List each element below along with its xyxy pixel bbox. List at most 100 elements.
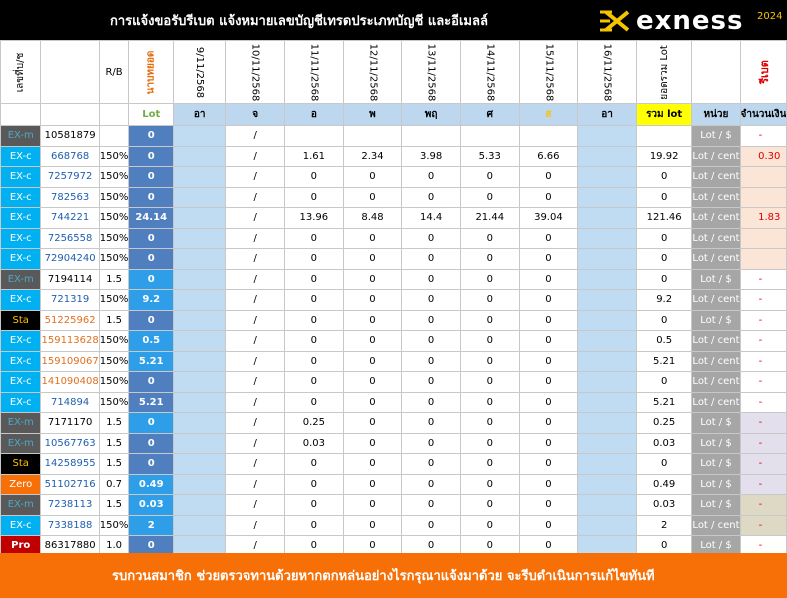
header-date-2: 11/11/2568 (284, 40, 344, 104)
total-lot: 5.21 (635, 350, 693, 372)
day-sun (173, 330, 227, 352)
day-value: 0 (459, 412, 520, 434)
amount: - (739, 412, 787, 434)
account-type: EX-c (0, 166, 42, 188)
total-lot: 0 (635, 268, 693, 290)
amount (739, 227, 787, 249)
header-date-label: 14/11/2568 (484, 43, 496, 101)
subheader-lot: Lot (128, 103, 175, 126)
day-value: 0 (401, 432, 461, 454)
day-sun (173, 227, 227, 249)
lot-value: 5.21 (128, 350, 175, 372)
day-mon: / (225, 350, 286, 372)
lot-value: 0 (128, 186, 175, 208)
day-sun (173, 186, 227, 208)
day-value: 0 (518, 494, 579, 516)
header-date-0: 9/11/2568 (173, 40, 227, 104)
account-type: EX-c (0, 514, 42, 536)
header-date-label: 11/11/2568 (308, 43, 320, 101)
header-date-label: 9/11/2568 (194, 46, 206, 98)
subheader-day-7: อา (577, 103, 637, 126)
day-value: 0.03 (284, 432, 344, 454)
amount: 0.30 (739, 145, 787, 167)
account-number: 7256558 (40, 227, 100, 249)
subheader-total: รวม lot (635, 103, 693, 126)
lot-value: 0.49 (128, 473, 175, 495)
rebate-table: เลขที่บ/ช R/B นาบทยอด 9/11/2568 10/11/2568 11… (0, 40, 787, 557)
day-sun (173, 453, 227, 475)
day-value: 0 (459, 289, 520, 311)
day-value: 0 (342, 289, 403, 311)
day-sun (173, 514, 227, 536)
total-lot: 0 (635, 453, 693, 475)
unit: Lot / cent (691, 166, 741, 188)
table-row: EX-c 159109067 150% 5.21/0 0 0 0 0 5.21 Lot / cen… (0, 350, 787, 372)
rebate-rate: 150% (98, 186, 130, 208)
amount: - (739, 268, 787, 290)
header-lot-label: นาบทยอด (145, 50, 157, 94)
day-value: 39.04 (518, 207, 579, 229)
account-number: 51225962 (40, 309, 100, 331)
rebate-rate: 150% (98, 207, 130, 229)
subheader-day-6: ส (518, 103, 579, 126)
account-type: EX-c (0, 145, 42, 167)
unit: Lot / $ (691, 432, 741, 454)
day-value (401, 125, 461, 147)
account-type: EX-m (0, 125, 42, 147)
day-value: 0 (342, 248, 403, 270)
rebate-rate: 150% (98, 166, 130, 188)
header-lot: นาบทยอด (128, 40, 175, 104)
unit: Lot / $ (691, 125, 741, 147)
day-value: 13.96 (284, 207, 344, 229)
day-value: 0 (459, 473, 520, 495)
brand-name: exness (636, 6, 744, 36)
account-number: 10567763 (40, 432, 100, 454)
day-mon: / (225, 186, 286, 208)
total-lot: 121.46 (635, 207, 693, 229)
total-lot: 0 (635, 227, 693, 249)
day-value: 0 (459, 514, 520, 536)
total-lot: 0 (635, 248, 693, 270)
day-sun-2 (577, 207, 637, 229)
day-value: 0 (284, 514, 344, 536)
day-mon: / (225, 268, 286, 290)
day-value: 0 (284, 350, 344, 372)
header-date-1: 10/11/2568 (225, 40, 286, 104)
header-date-6: 15/11/2568 (518, 40, 579, 104)
day-sun-2 (577, 494, 637, 516)
day-value: 0 (284, 309, 344, 331)
rebate-rate: 150% (98, 289, 130, 311)
footer-text: รบกวนสมาชิก ช่วยตรวจทานด้วยหากตกหล่นอย่า… (112, 569, 655, 584)
day-value: 0 (284, 268, 344, 290)
amount: - (739, 514, 787, 536)
rebate-rate: 1.5 (98, 268, 130, 290)
unit: Lot / cent (691, 330, 741, 352)
subheader-day-4: พฤ (401, 103, 461, 126)
amount (739, 186, 787, 208)
subheader-day-1: จ (225, 103, 286, 126)
day-value: 0 (459, 166, 520, 188)
total-lot: 0 (635, 186, 693, 208)
account-type: EX-c (0, 371, 42, 393)
total-lot: 19.92 (635, 145, 693, 167)
day-sun-2 (577, 166, 637, 188)
unit: Lot / cent (691, 350, 741, 372)
amount: - (739, 535, 787, 557)
account-type: Sta (0, 309, 42, 331)
lot-value: 0 (128, 371, 175, 393)
account-type: EX-c (0, 227, 42, 249)
header-account-seq-label: เลขที่บ/ช (15, 52, 27, 92)
day-value: 0 (284, 166, 344, 188)
total-lot: 0 (635, 309, 693, 331)
day-value: 0 (518, 186, 579, 208)
header-date-3: 12/11/2568 (342, 40, 403, 104)
amount: - (739, 494, 787, 516)
year-label: 2024 (757, 11, 783, 22)
header-date-label: 12/11/2568 (366, 43, 378, 101)
